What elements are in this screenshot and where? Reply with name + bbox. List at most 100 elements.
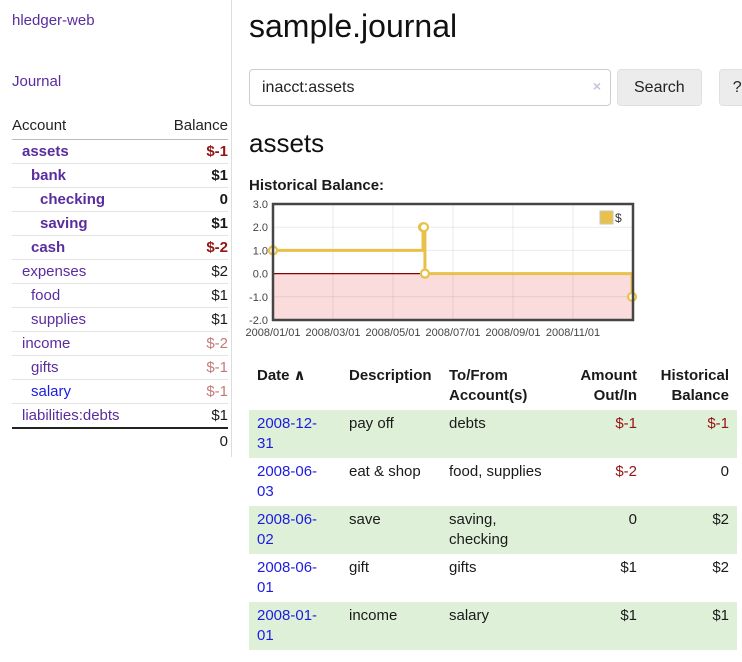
account-row-food: food $1 xyxy=(12,283,228,308)
register-header-date[interactable]: Date ∧ xyxy=(257,367,306,384)
account-link-gifts[interactable]: gifts xyxy=(31,359,59,376)
account-balance: $-1 xyxy=(155,139,228,164)
transaction-balance: $-1 xyxy=(645,410,737,458)
transaction-date-link[interactable]: 2008-06-02 xyxy=(257,511,318,548)
register-row: 2008-06-03 eat & shop food, supplies $-2… xyxy=(249,458,737,506)
account-balance: $1 xyxy=(155,307,228,332)
svg-text:-2.0: -2.0 xyxy=(249,315,268,327)
svg-text:2008/11/01: 2008/11/01 xyxy=(546,327,600,339)
transaction-description: save xyxy=(341,506,441,554)
journal-link[interactable]: Journal xyxy=(12,73,62,90)
clear-search-icon[interactable]: × xyxy=(592,78,601,94)
account-balance: $-2 xyxy=(155,331,228,356)
account-row-income: income $-2 xyxy=(12,331,228,356)
transaction-description: eat & shop xyxy=(349,463,421,480)
account-row-checking: checking 0 xyxy=(12,187,228,212)
transaction-date-link[interactable]: 2008-06-01 xyxy=(257,559,318,596)
account-link-cash[interactable]: cash xyxy=(31,239,66,256)
transaction-amount: 0 xyxy=(553,506,645,554)
transaction-amount: $1 xyxy=(553,602,645,650)
account-link-expenses[interactable]: expenses xyxy=(22,263,87,280)
register-header-description: Description xyxy=(349,367,432,384)
svg-text:2008/03/01: 2008/03/01 xyxy=(305,327,360,339)
transaction-balance: $1 xyxy=(645,602,737,650)
account-link-liabilities-debts[interactable]: liabilities:debts xyxy=(22,407,120,424)
chart-title: Historical Balance: xyxy=(249,177,385,194)
transaction-accounts: gifts xyxy=(449,559,477,576)
sort-ascending-icon: ∧ xyxy=(293,367,306,384)
historical-balance-chart[interactable]: 3.0 2.0 1.0 0.0 -1.0 -2.0 2008/01/01 2008/03/01… xyxy=(243,199,742,342)
search-input[interactable] xyxy=(249,69,611,106)
account-link-food[interactable]: food xyxy=(31,287,61,304)
svg-text:2008/01/01: 2008/01/01 xyxy=(245,327,300,339)
accounts-total-row: 0 xyxy=(12,428,228,453)
register-row: 2008-01-01 income salary $1 $1 xyxy=(249,602,737,650)
register-header-tofrom: To/From Account(s) xyxy=(449,367,528,404)
transaction-amount: $-1 xyxy=(553,410,645,458)
transaction-amount: $-2 xyxy=(615,463,637,480)
account-balance: 0 xyxy=(155,187,228,212)
transaction-balance: 0 xyxy=(720,463,729,480)
register-header-balance: Historical Balance xyxy=(660,367,729,404)
account-balance: $-2 xyxy=(155,235,228,260)
account-balance: $1 xyxy=(155,211,228,236)
transaction-accounts: saving, checking xyxy=(441,506,553,554)
svg-text:2.0: 2.0 xyxy=(253,222,268,234)
accounts-header-account: Account xyxy=(12,114,156,140)
main-content: sample.journal × Search ? assets Histori… xyxy=(232,0,742,662)
search-form: × Search ? xyxy=(249,69,742,106)
app-title-link[interactable]: hledger-web xyxy=(12,12,95,29)
account-link-supplies[interactable]: supplies xyxy=(31,311,87,328)
transaction-date-link[interactable]: 2008-12-31 xyxy=(257,415,318,452)
register-row: 2008-06-01 gift gifts $1 $2 xyxy=(249,554,737,602)
svg-text:-1.0: -1.0 xyxy=(249,292,268,304)
account-link-salary[interactable]: salary xyxy=(31,383,72,400)
transaction-date-link[interactable]: 2008-01-01 xyxy=(257,607,318,644)
svg-text:2008/09/01: 2008/09/01 xyxy=(485,327,540,339)
svg-text:2008/05/01: 2008/05/01 xyxy=(365,327,420,339)
account-link-bank[interactable]: bank xyxy=(31,167,67,184)
register-row: 2008-06-02 save saving, checking 0 $2 xyxy=(249,506,737,554)
account-row-saving: saving $1 xyxy=(12,211,228,236)
svg-text:0.0: 0.0 xyxy=(253,269,268,281)
svg-text:1.0: 1.0 xyxy=(253,245,268,257)
accounts-header-row: Account Balance xyxy=(12,114,228,140)
account-heading: assets xyxy=(249,128,325,158)
account-balance: $2 xyxy=(155,259,228,284)
account-row-gifts: gifts $-1 xyxy=(12,355,228,380)
account-link-checking[interactable]: checking xyxy=(40,191,106,208)
accounts-header-balance: Balance xyxy=(155,114,228,140)
transaction-balance: $2 xyxy=(712,559,729,576)
transaction-amount: $1 xyxy=(620,559,637,576)
register-row: 2008-12-31 pay off debts $-1 $-1 xyxy=(249,410,737,458)
account-balance: $1 xyxy=(155,403,228,429)
account-row-cash: cash $-2 xyxy=(12,235,228,260)
svg-text:$: $ xyxy=(615,211,622,225)
search-button[interactable]: Search xyxy=(617,69,702,106)
transaction-accounts: food, supplies xyxy=(449,463,542,480)
account-row-salary: salary $-1 xyxy=(12,379,228,404)
page-title: sample.journal xyxy=(249,8,458,44)
accounts-total: 0 xyxy=(219,433,228,450)
transaction-description: gift xyxy=(349,559,370,576)
help-button[interactable]: ? xyxy=(718,69,742,106)
transaction-description: pay off xyxy=(341,410,441,458)
account-row-expenses: expenses $2 xyxy=(12,259,228,284)
account-link-assets[interactable]: assets xyxy=(22,143,69,160)
transaction-date-link[interactable]: 2008-06-03 xyxy=(257,463,318,500)
account-balance: $-1 xyxy=(155,355,228,380)
account-balance: $-1 xyxy=(155,379,228,404)
register-header-amount: Amount Out/In xyxy=(580,367,637,404)
svg-text:2008/07/01: 2008/07/01 xyxy=(425,327,480,339)
svg-text:3.0: 3.0 xyxy=(253,199,268,211)
account-link-saving[interactable]: saving xyxy=(40,215,88,232)
account-link-income[interactable]: income xyxy=(22,335,71,352)
account-row-liabilities-debts: liabilities:debts $1 xyxy=(12,403,228,429)
account-balance: $1 xyxy=(155,163,228,188)
account-balance: $1 xyxy=(155,283,228,308)
accounts-table: Account Balance assets $-1 bank $1 check… xyxy=(12,114,228,453)
transaction-balance: $2 xyxy=(645,506,737,554)
search-box: × xyxy=(249,69,611,106)
